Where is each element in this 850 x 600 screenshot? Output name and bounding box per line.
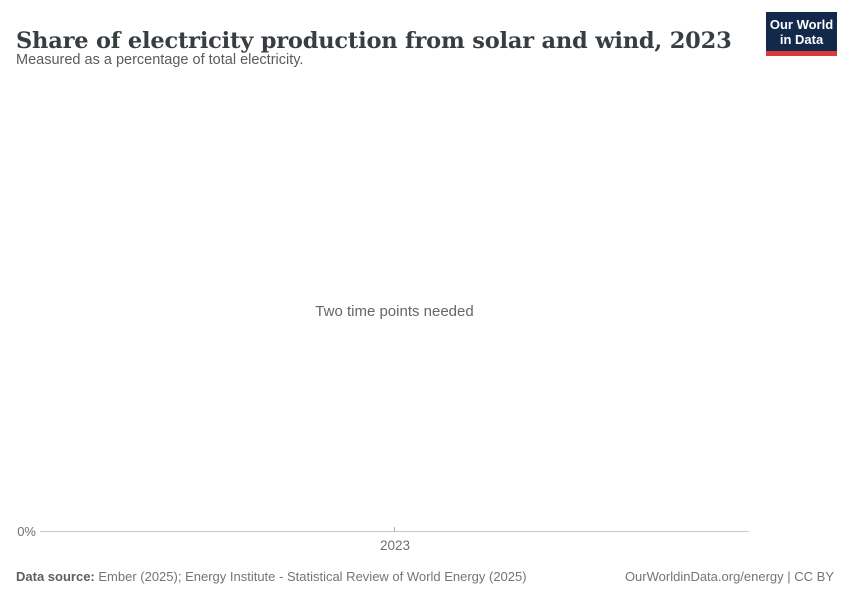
y-axis-tick-label: 0% bbox=[17, 524, 36, 539]
data-source-note: Data source: Ember (2025); Energy Instit… bbox=[16, 569, 527, 585]
page-title: Share of electricity production from sol… bbox=[16, 28, 732, 55]
data-source-label: Data source: bbox=[16, 569, 95, 584]
data-source-value: Ember (2025); Energy Institute - Statist… bbox=[94, 569, 527, 584]
x-axis-tick-label: 2023 bbox=[379, 538, 411, 553]
owid-logo-line2: in Data bbox=[779, 32, 824, 47]
x-axis-tick-mark bbox=[394, 527, 395, 532]
no-data-message: Two time points needed bbox=[315, 303, 474, 320]
chart-subtitle: Measured as a percentage of total electr… bbox=[16, 52, 304, 68]
owid-logo-line1: Our World bbox=[769, 17, 834, 32]
owid-url-license-link[interactable]: OurWorldinData.org/energy | CC BY bbox=[624, 569, 834, 584]
owid-logo[interactable]: Our World in Data bbox=[766, 12, 837, 56]
